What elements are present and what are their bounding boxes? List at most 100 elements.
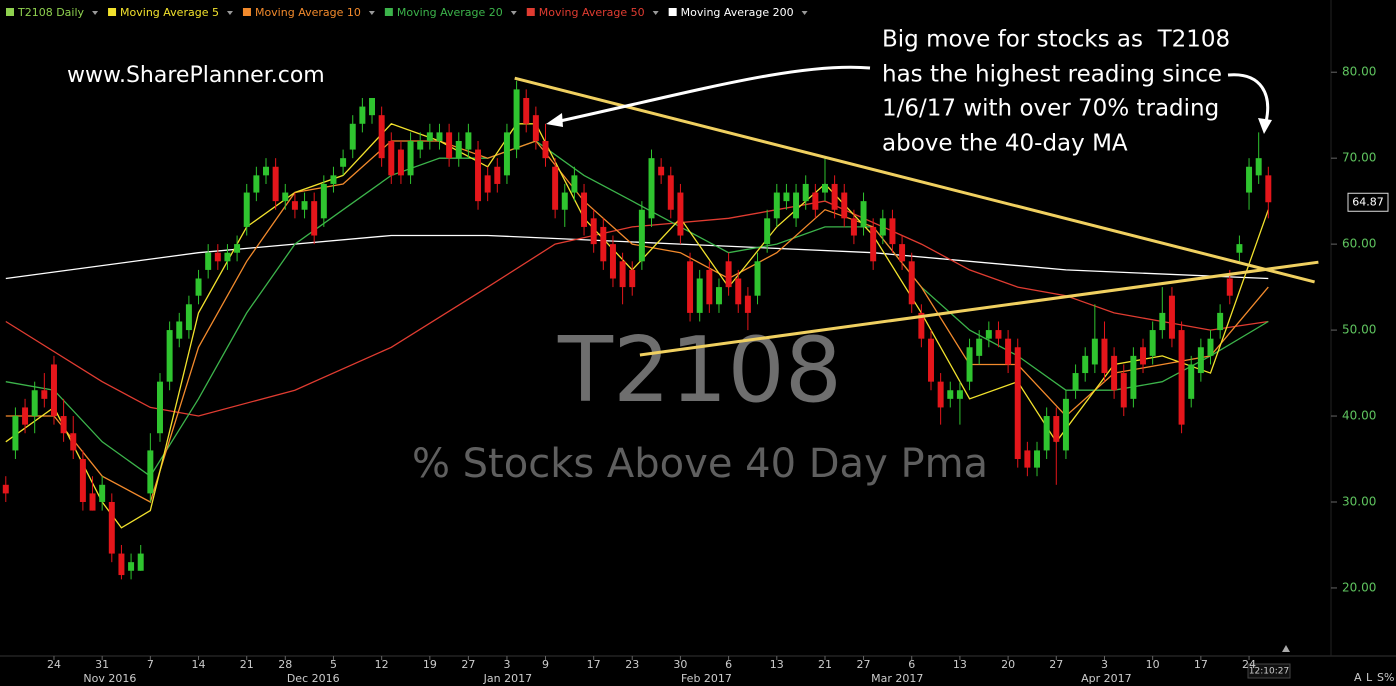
- candle-body: [320, 183, 327, 219]
- candle-body: [754, 261, 761, 296]
- candle-body: [744, 295, 751, 313]
- candle-body: [1062, 398, 1069, 451]
- candle-body: [658, 166, 665, 176]
- y-tick-label: 70.00: [1342, 151, 1376, 165]
- legend-swatch: [526, 8, 535, 16]
- x-tick-label: 7: [147, 658, 154, 671]
- toolbar[interactable]: A L S%: [1354, 671, 1394, 684]
- candle-body: [234, 244, 241, 253]
- candle-body: [1053, 416, 1060, 442]
- candle-body: [118, 553, 125, 576]
- legend-swatch: [384, 8, 393, 16]
- scroll-icon: [1282, 645, 1290, 652]
- candle-body: [1101, 338, 1108, 374]
- toolbar-button[interactable]: A: [1354, 671, 1362, 684]
- candle-body: [687, 261, 694, 313]
- annotation-line: has the highest reading since: [882, 62, 1222, 88]
- candle-body: [1024, 450, 1031, 468]
- candle-body: [513, 89, 520, 150]
- candle-body: [1236, 244, 1243, 253]
- candle-body: [1217, 312, 1224, 331]
- legend-dropdown: [652, 11, 659, 15]
- time-box: [1247, 663, 1291, 679]
- y-tick-label: 80.00: [1342, 65, 1376, 79]
- candle-body: [783, 192, 790, 202]
- candle-body: [561, 192, 568, 210]
- y-tick-label: 30.00: [1342, 494, 1376, 508]
- candle-body: [715, 287, 722, 305]
- x-tick-label: 23: [625, 658, 639, 671]
- arrowhead: [1258, 118, 1272, 134]
- legend: T2108 Daily Moving Average 5 Moving Averag…: [6, 6, 808, 19]
- candle-body: [503, 132, 510, 176]
- candle-body: [12, 416, 19, 451]
- legend-dropdown: [226, 11, 233, 15]
- candle-body: [1149, 330, 1156, 356]
- candle-body: [50, 364, 57, 417]
- x-tick-label: 24: [1242, 658, 1256, 671]
- candle-body: [465, 132, 472, 150]
- candle-body: [609, 244, 616, 279]
- legend-dropdown: [801, 11, 808, 15]
- candle-body: [1265, 175, 1272, 203]
- candle-body: [349, 123, 356, 150]
- last-price-label: 64.87: [1352, 195, 1384, 208]
- last-price-box: [1347, 192, 1389, 212]
- legend-label: T2108 Daily: [17, 6, 85, 19]
- candle-body: [185, 304, 192, 331]
- candle-body: [1168, 295, 1175, 339]
- x-tick-label: 3: [1101, 658, 1108, 671]
- legend-dropdown: [510, 11, 517, 15]
- x-tick-label: 12: [375, 658, 389, 671]
- candle-body: [571, 175, 578, 193]
- month-label: Dec 2016: [287, 672, 340, 685]
- candle-body: [638, 209, 645, 262]
- month-label: Apr 2017: [1081, 672, 1132, 685]
- candle-body: [253, 175, 260, 193]
- candle-body: [1120, 373, 1127, 408]
- watermark-subtitle: % Stocks Above 40 Day Pma: [412, 441, 988, 487]
- moving-average: [5, 234, 1269, 280]
- candle-body: [340, 158, 347, 167]
- legend-label: Moving Average 200: [681, 6, 794, 19]
- x-tick-label: 13: [953, 658, 967, 671]
- arrow: [1227, 73, 1270, 123]
- candle-body: [532, 115, 539, 141]
- toolbar-button[interactable]: S%: [1377, 671, 1394, 684]
- candle-body: [1072, 373, 1079, 391]
- candle-body: [22, 407, 29, 425]
- candle-body: [542, 140, 549, 159]
- trendline: [514, 76, 1315, 284]
- candle-body: [137, 553, 144, 571]
- candle-body: [455, 140, 462, 159]
- x-tick-label: 24: [47, 658, 61, 671]
- candle-body: [1178, 330, 1185, 425]
- x-tick-label: 30: [673, 658, 687, 671]
- x-tick-label: 27: [1049, 658, 1063, 671]
- candle-body: [446, 132, 453, 159]
- candle-body: [41, 390, 48, 399]
- candle-body: [956, 390, 963, 399]
- candle-body: [359, 106, 366, 124]
- candle-body: [725, 261, 732, 288]
- arrow: [559, 65, 871, 123]
- candle-body: [195, 278, 202, 296]
- candle-body: [812, 192, 819, 210]
- candle-body: [802, 183, 809, 202]
- candle-body: [1082, 355, 1089, 374]
- toolbar-button[interactable]: L: [1366, 671, 1373, 684]
- y-tick-label: 40.00: [1342, 409, 1376, 423]
- candle-body: [484, 175, 491, 193]
- moving-average: [5, 200, 1269, 417]
- candle-body: [552, 166, 559, 210]
- candle-body: [263, 166, 269, 176]
- candle-body: [79, 459, 86, 502]
- candle-body: [156, 381, 163, 434]
- x-tick-label: 10: [1146, 658, 1160, 671]
- x-tick-label: 28: [278, 658, 292, 671]
- x-tick-label: 13: [770, 658, 784, 671]
- candle-body: [378, 115, 385, 159]
- moving-average: [5, 140, 1269, 503]
- candle-body: [282, 192, 289, 202]
- x-tick-label: 17: [1194, 658, 1208, 671]
